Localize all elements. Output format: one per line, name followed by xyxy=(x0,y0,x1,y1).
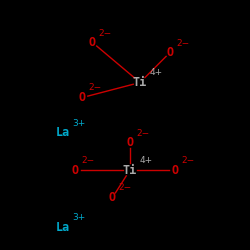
Text: O: O xyxy=(166,46,173,59)
Text: Ti: Ti xyxy=(133,76,147,89)
Text: O: O xyxy=(126,136,134,149)
Text: La: La xyxy=(56,126,70,139)
Text: 2−: 2− xyxy=(181,156,194,165)
Text: O: O xyxy=(89,36,96,49)
Text: 2−: 2− xyxy=(119,184,132,192)
Text: 2−: 2− xyxy=(81,156,94,165)
Text: Ti: Ti xyxy=(123,164,137,176)
Text: 2−: 2− xyxy=(176,38,190,48)
Text: O: O xyxy=(109,191,116,204)
Text: 3+: 3+ xyxy=(72,118,86,128)
Text: 3+: 3+ xyxy=(72,214,86,222)
Text: 4+: 4+ xyxy=(140,156,153,165)
Text: O: O xyxy=(79,91,86,104)
Text: 4+: 4+ xyxy=(150,68,163,78)
Text: O: O xyxy=(72,164,78,176)
Text: O: O xyxy=(172,164,178,176)
Text: 2−: 2− xyxy=(99,28,112,38)
Text: La: La xyxy=(56,221,70,234)
Text: 2−: 2− xyxy=(89,84,102,92)
Text: 2−: 2− xyxy=(136,128,149,138)
